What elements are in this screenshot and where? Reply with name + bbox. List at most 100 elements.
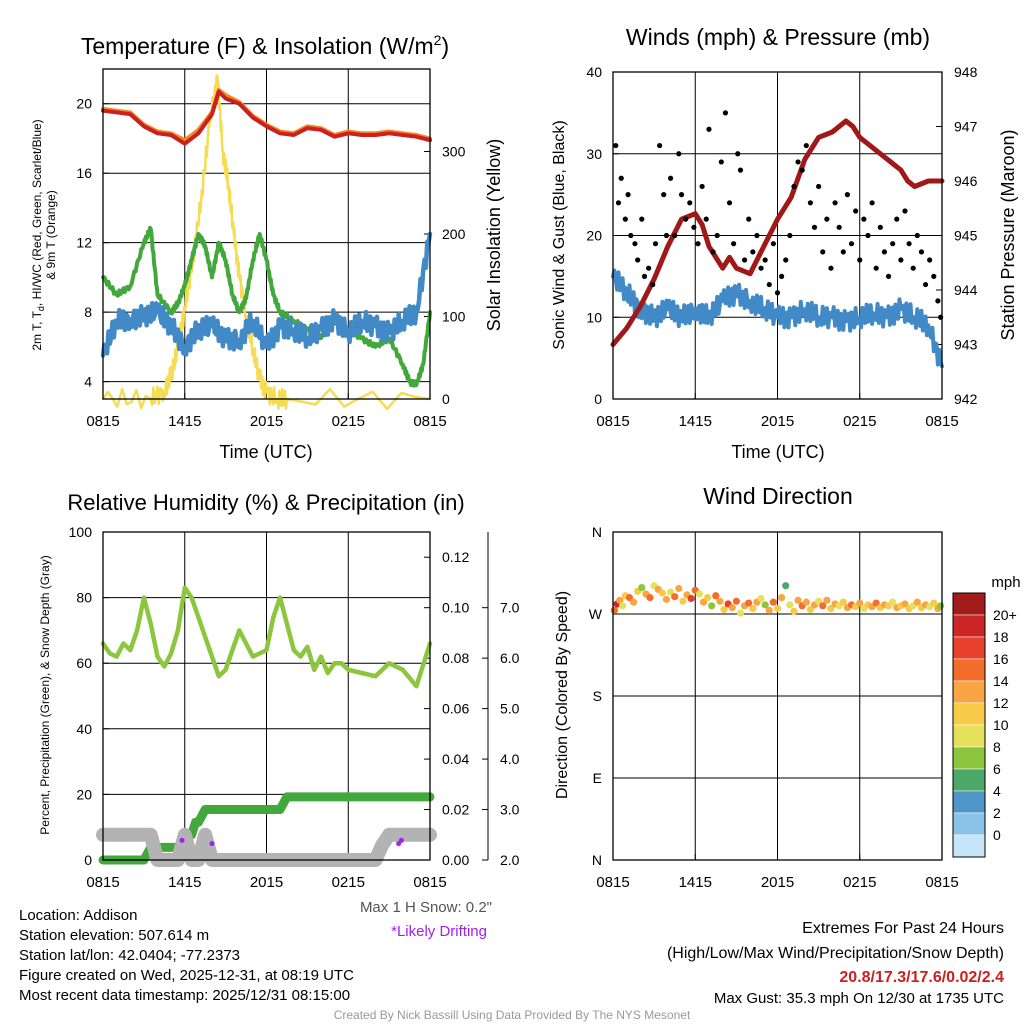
gust-point — [641, 273, 648, 279]
wind-direction-point — [802, 598, 810, 606]
y-tick-label: S — [593, 688, 602, 704]
gust-point — [695, 241, 701, 247]
plot-border — [102, 531, 431, 861]
extremes-title: Extremes For Past 24 Hours — [802, 920, 1004, 937]
gust-point — [861, 216, 867, 222]
wind-direction-point — [716, 597, 724, 605]
gust-point — [935, 298, 941, 304]
gust-point — [770, 241, 776, 247]
wind-direction-point — [769, 598, 777, 606]
wind-direction-point — [937, 602, 945, 610]
wind-direction-point — [761, 601, 769, 609]
gust-point — [710, 249, 716, 255]
y-tick-label: 10 — [586, 309, 602, 325]
wind-direction-point — [913, 598, 921, 606]
x-tick-label: 2015 — [761, 413, 794, 430]
y-tick-label: 16 — [76, 165, 92, 181]
wind-direction-point — [745, 599, 753, 607]
y2-tick-label: 0.06 — [442, 701, 469, 717]
colorbar-swatch — [952, 592, 986, 616]
x-tick-label: 0215 — [843, 874, 876, 891]
wind-direction-point — [679, 597, 687, 605]
gust-point — [742, 257, 748, 263]
y2-tick-label: 0.04 — [442, 751, 469, 767]
station-info: Location: Addison Station elevation: 507… — [19, 906, 354, 1006]
gust-point — [676, 151, 682, 157]
gust-point — [622, 216, 628, 222]
gust-point — [824, 216, 830, 222]
gust-point — [726, 200, 733, 206]
x-tick-label: 1415 — [168, 413, 201, 430]
wind-direction-point — [638, 583, 646, 592]
wind-direction-point — [695, 590, 703, 598]
colorbar-label: 10 — [993, 717, 1009, 733]
wind-direction-panel: Wind Direction Direction (Colored By Spe… — [554, 483, 1021, 891]
pressure-ylabel: Station Pressure (Maroon) — [998, 129, 1018, 340]
temperature-xlabel: Time (UTC) — [219, 442, 312, 462]
gust-point — [820, 249, 826, 255]
y2-tick-label: 946 — [954, 173, 978, 189]
wind-direction-point — [778, 594, 786, 602]
gust-point — [737, 167, 744, 173]
x-tick-label: 1415 — [679, 413, 712, 430]
x-tick-label: 0815 — [413, 874, 446, 891]
y3-tick-label: 7.0 — [500, 600, 520, 616]
x-tick-label: 0815 — [925, 874, 958, 891]
wind-direction-point — [675, 584, 683, 593]
wind-direction-point — [856, 599, 864, 607]
y2-tick-label: 100 — [442, 309, 466, 325]
colorbar-label: 4 — [993, 783, 1001, 799]
gust-point — [657, 142, 663, 149]
y2-tick-label: 0 — [442, 391, 450, 407]
gust-point — [706, 126, 712, 132]
gust-point — [844, 192, 851, 198]
gust-point — [848, 241, 855, 247]
winds-xlabel: Time (UTC) — [731, 442, 824, 462]
max-gust: Max Gust: 35.3 mph On 12/30 at 1735 UTC — [714, 990, 1004, 1007]
y-tick-label: 40 — [76, 721, 92, 737]
wind-direction-point — [794, 596, 802, 604]
y-tick-label: N — [592, 852, 602, 868]
gust-point — [840, 249, 846, 255]
extremes-legend: (High/Low/Max Wind/Precipitation/Snow De… — [667, 945, 1004, 962]
humidity-title: Relative Humidity (%) & Precipitation (i… — [67, 490, 464, 515]
gust-point — [853, 208, 859, 214]
colorbar-label: 6 — [993, 761, 1001, 777]
y-tick-label: E — [593, 770, 602, 786]
winds-panel: Winds (mph) & Pressure (mb) Sonic Wind &… — [551, 24, 1018, 462]
gust-point — [754, 232, 760, 239]
y2-tick-label: 0.08 — [442, 650, 469, 666]
gust-point — [687, 200, 693, 206]
y3-tick-label: 4.0 — [500, 751, 520, 767]
wind-direction-point — [786, 601, 794, 609]
wind-direction-point — [646, 594, 654, 602]
wind-direction-ylabel: Direction (Colored By Speed) — [554, 591, 571, 799]
gust-point — [783, 257, 789, 263]
relative-humidity-line — [100, 585, 433, 689]
wind-direction-point — [712, 592, 720, 600]
x-tick-label: 0815 — [86, 413, 119, 430]
gust-point — [894, 216, 900, 222]
station-location: Location: Addison — [19, 907, 138, 924]
gust-point — [731, 241, 737, 247]
2m-t-line — [101, 89, 432, 146]
humidity-panel: Relative Humidity (%) & Precipitation (i… — [38, 490, 520, 940]
insolation-ylabel: Solar Insolation (Yellow) — [484, 139, 504, 331]
gust-point — [832, 200, 838, 206]
wind-direction-point — [765, 606, 773, 614]
x-tick-label: 0815 — [925, 413, 958, 430]
gust-point — [699, 183, 705, 190]
gust-point — [795, 159, 801, 165]
gust-point — [718, 159, 724, 165]
y-tick-label: 12 — [76, 235, 92, 251]
wind-direction-point — [823, 596, 831, 604]
gust-point — [803, 142, 809, 149]
colorbar-swatch — [952, 746, 986, 770]
y-tick-label: 80 — [76, 590, 92, 606]
gust-point — [703, 216, 709, 222]
gust-point — [639, 216, 645, 222]
drifting-point — [179, 837, 185, 843]
y-tick-label: 0 — [594, 391, 602, 407]
gust-point — [877, 224, 883, 230]
y2-tick-label: 948 — [954, 64, 978, 80]
